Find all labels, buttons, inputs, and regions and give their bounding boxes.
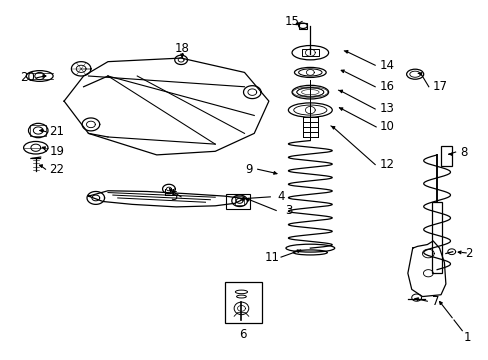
Bar [226,194,249,209]
Text: 17: 17 [432,80,447,93]
Text: 1: 1 [463,331,470,344]
Text: 19: 19 [49,145,64,158]
Text: 2: 2 [464,247,471,260]
Text: 6: 6 [239,328,246,341]
Text: 5: 5 [170,190,177,203]
Text: 16: 16 [379,80,394,93]
Text: 11: 11 [264,251,279,264]
Bar [431,202,441,273]
Text: 7: 7 [431,296,439,309]
Text: 9: 9 [245,163,253,176]
Bar [440,146,451,166]
Bar [30,125,46,136]
Bar [301,49,319,56]
Text: 14: 14 [379,59,394,72]
Text: 12: 12 [379,158,394,171]
Bar [224,282,261,323]
Text: 10: 10 [379,121,393,134]
Text: 21: 21 [49,125,64,138]
Bar [299,23,306,29]
Text: 22: 22 [49,163,64,176]
Text: 15: 15 [285,15,299,28]
Text: 18: 18 [174,41,189,54]
Text: 3: 3 [284,204,291,217]
Text: 8: 8 [459,145,467,158]
Text: 13: 13 [379,103,393,116]
Text: 20: 20 [20,71,35,84]
Text: 4: 4 [277,190,284,203]
Bar [234,197,244,205]
